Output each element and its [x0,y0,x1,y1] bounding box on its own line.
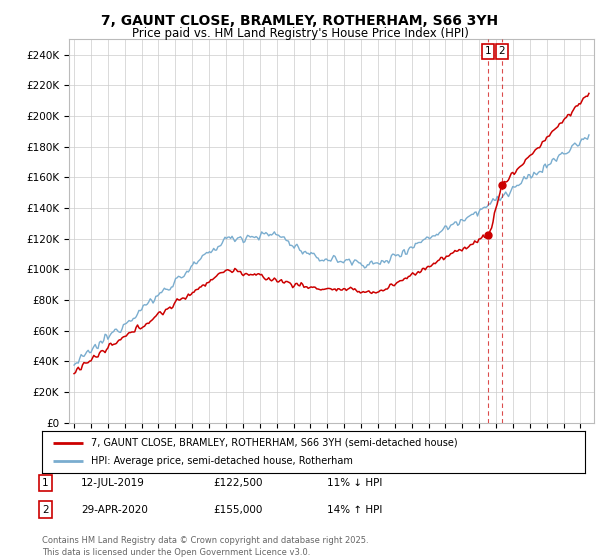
Text: 2: 2 [499,46,505,57]
Text: 2: 2 [42,505,49,515]
Text: 14% ↑ HPI: 14% ↑ HPI [327,505,382,515]
Text: Contains HM Land Registry data © Crown copyright and database right 2025.
This d: Contains HM Land Registry data © Crown c… [42,536,368,557]
Text: HPI: Average price, semi-detached house, Rotherham: HPI: Average price, semi-detached house,… [91,456,353,466]
Text: 12-JUL-2019: 12-JUL-2019 [81,478,145,488]
Text: 7, GAUNT CLOSE, BRAMLEY, ROTHERHAM, S66 3YH (semi-detached house): 7, GAUNT CLOSE, BRAMLEY, ROTHERHAM, S66 … [91,438,457,448]
Text: Price paid vs. HM Land Registry's House Price Index (HPI): Price paid vs. HM Land Registry's House … [131,27,469,40]
Text: 7, GAUNT CLOSE, BRAMLEY, ROTHERHAM, S66 3YH: 7, GAUNT CLOSE, BRAMLEY, ROTHERHAM, S66 … [101,14,499,28]
Text: 1: 1 [42,478,49,488]
Text: £155,000: £155,000 [213,505,262,515]
Text: 11% ↓ HPI: 11% ↓ HPI [327,478,382,488]
Text: £122,500: £122,500 [213,478,263,488]
Text: 29-APR-2020: 29-APR-2020 [81,505,148,515]
Text: 1: 1 [485,46,491,57]
